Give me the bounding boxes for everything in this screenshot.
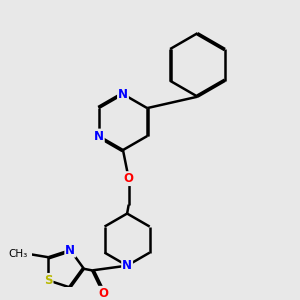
Text: S: S: [44, 274, 52, 287]
Text: CH₃: CH₃: [8, 249, 28, 259]
Text: O: O: [98, 287, 108, 300]
Text: N: N: [94, 130, 104, 142]
Text: N: N: [118, 88, 128, 100]
Text: N: N: [122, 259, 132, 272]
Text: N: N: [65, 244, 75, 256]
Text: O: O: [124, 172, 134, 185]
